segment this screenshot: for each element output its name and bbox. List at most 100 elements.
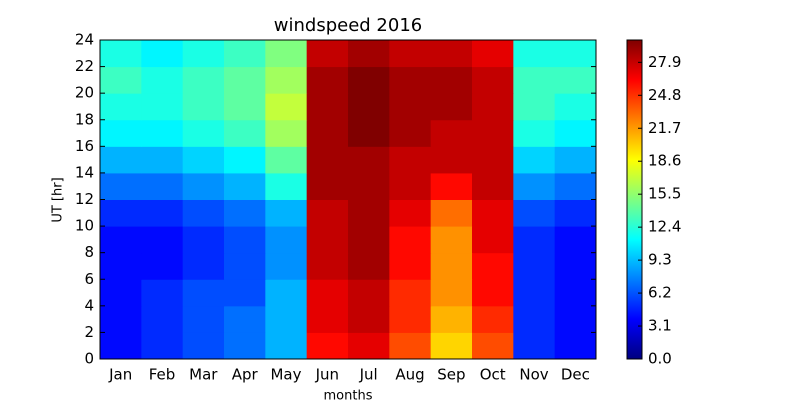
heatmap-cell xyxy=(224,146,266,174)
heatmap-cell xyxy=(224,66,266,94)
heatmap-cell xyxy=(513,93,556,121)
heatmap-cell xyxy=(182,119,225,147)
colorbar-frame xyxy=(626,39,643,360)
y-tick-label: 24 xyxy=(75,31,94,49)
heatmap-cell xyxy=(141,93,184,121)
y-tick-label: 2 xyxy=(84,323,94,341)
heatmap-cell xyxy=(141,332,184,360)
heatmap-cell xyxy=(554,199,597,227)
heatmap-cell xyxy=(348,199,390,227)
heatmap-cell xyxy=(348,305,390,333)
x-tick-label: Nov xyxy=(519,366,548,384)
heatmap-cell xyxy=(472,146,514,174)
heatmap-cell xyxy=(472,66,514,94)
heatmap-cell xyxy=(513,279,556,307)
heatmap-cell xyxy=(472,252,514,280)
heatmap-cell xyxy=(430,279,473,307)
heatmap-cell xyxy=(348,172,390,200)
heatmap-cell xyxy=(306,66,349,94)
heatmap-cell xyxy=(472,172,514,200)
heatmap-cell xyxy=(513,66,556,94)
colorbar-tick-label: 3.1 xyxy=(648,317,672,335)
heatmap-cell xyxy=(141,119,184,147)
colorbar-tick-label: 9.3 xyxy=(648,251,672,269)
heatmap-cell xyxy=(554,332,597,360)
heatmap-cell xyxy=(265,119,308,147)
heatmap-cell xyxy=(513,199,556,227)
heatmap-cell xyxy=(389,93,432,121)
heatmap-cell xyxy=(100,199,142,227)
heatmap-cell xyxy=(306,226,349,254)
heatmap-cell xyxy=(389,252,432,280)
heatmap-cell xyxy=(554,119,597,147)
heatmap-cell xyxy=(182,332,225,360)
heatmap-cell xyxy=(348,66,390,94)
heatmap-cell xyxy=(224,172,266,200)
heatmap-cell xyxy=(430,66,473,94)
heatmap-cell xyxy=(513,40,556,68)
heatmap-cell xyxy=(100,332,142,360)
heatmap-cell xyxy=(100,226,142,254)
heatmap-cell xyxy=(430,252,473,280)
heatmap-cell xyxy=(389,305,432,333)
heatmap-cell xyxy=(141,226,184,254)
heatmap-cell xyxy=(224,93,266,121)
heatmap-cell xyxy=(224,40,266,68)
heatmap-cell xyxy=(513,172,556,200)
heatmap-cell xyxy=(141,146,184,174)
heatmap-cell xyxy=(265,66,308,94)
y-tick-label: 12 xyxy=(75,190,94,208)
heatmap-cell xyxy=(265,93,308,121)
y-axis-label: UT [hr] xyxy=(51,177,66,222)
heatmap-cell xyxy=(389,172,432,200)
heatmap-cell xyxy=(348,226,390,254)
heatmap-cell xyxy=(513,305,556,333)
heatmap-cell xyxy=(265,199,308,227)
heatmap-cell xyxy=(224,305,266,333)
y-tick-label: 14 xyxy=(75,163,94,181)
heatmap-cell xyxy=(554,93,597,121)
heatmap-cell xyxy=(554,252,597,280)
heatmap-cell xyxy=(141,172,184,200)
heatmap-cell xyxy=(306,279,349,307)
heatmap-cell xyxy=(348,332,390,360)
heatmap-cell xyxy=(348,279,390,307)
heatmap-cell xyxy=(472,40,514,68)
colorbar-tick-label: 0.0 xyxy=(648,350,672,368)
heatmap-cell xyxy=(306,40,349,68)
heatmap-cell xyxy=(265,172,308,200)
heatmap-cell xyxy=(430,172,473,200)
heatmap-cell xyxy=(348,119,390,147)
heatmap-cell xyxy=(224,119,266,147)
heatmap-cell xyxy=(224,279,266,307)
heatmap-cell xyxy=(472,119,514,147)
heatmap-cell xyxy=(554,66,597,94)
heatmap-cell xyxy=(265,279,308,307)
colorbar-tick-label: 6.2 xyxy=(648,284,672,302)
x-tick-label: Jan xyxy=(108,366,132,384)
heatmap-cell xyxy=(430,93,473,121)
heatmap-cell xyxy=(430,199,473,227)
heatmap-cell xyxy=(182,146,225,174)
heatmap-cell xyxy=(513,332,556,360)
y-tick-label: 20 xyxy=(75,84,94,102)
heatmap-cell xyxy=(100,279,142,307)
heatmap-cell xyxy=(182,199,225,227)
y-tick-label: 22 xyxy=(75,57,94,75)
colorbar-tick-label: 24.8 xyxy=(648,86,681,104)
heatmap-cell xyxy=(265,146,308,174)
heatmap-cell xyxy=(306,199,349,227)
heatmap-cell xyxy=(306,119,349,147)
x-axis-label: months xyxy=(324,389,373,400)
heatmap-cell xyxy=(182,66,225,94)
heatmap-cell xyxy=(389,66,432,94)
heatmap-cell xyxy=(554,172,597,200)
heatmap-cell xyxy=(513,226,556,254)
heatmap-cell xyxy=(389,279,432,307)
x-tick-label: Mar xyxy=(189,366,218,384)
x-tick-label: Sep xyxy=(437,366,465,384)
heatmap-cell xyxy=(224,332,266,360)
x-tick-label: Feb xyxy=(149,366,176,384)
heatmap-cell xyxy=(265,332,308,360)
heatmap-cell xyxy=(430,226,473,254)
